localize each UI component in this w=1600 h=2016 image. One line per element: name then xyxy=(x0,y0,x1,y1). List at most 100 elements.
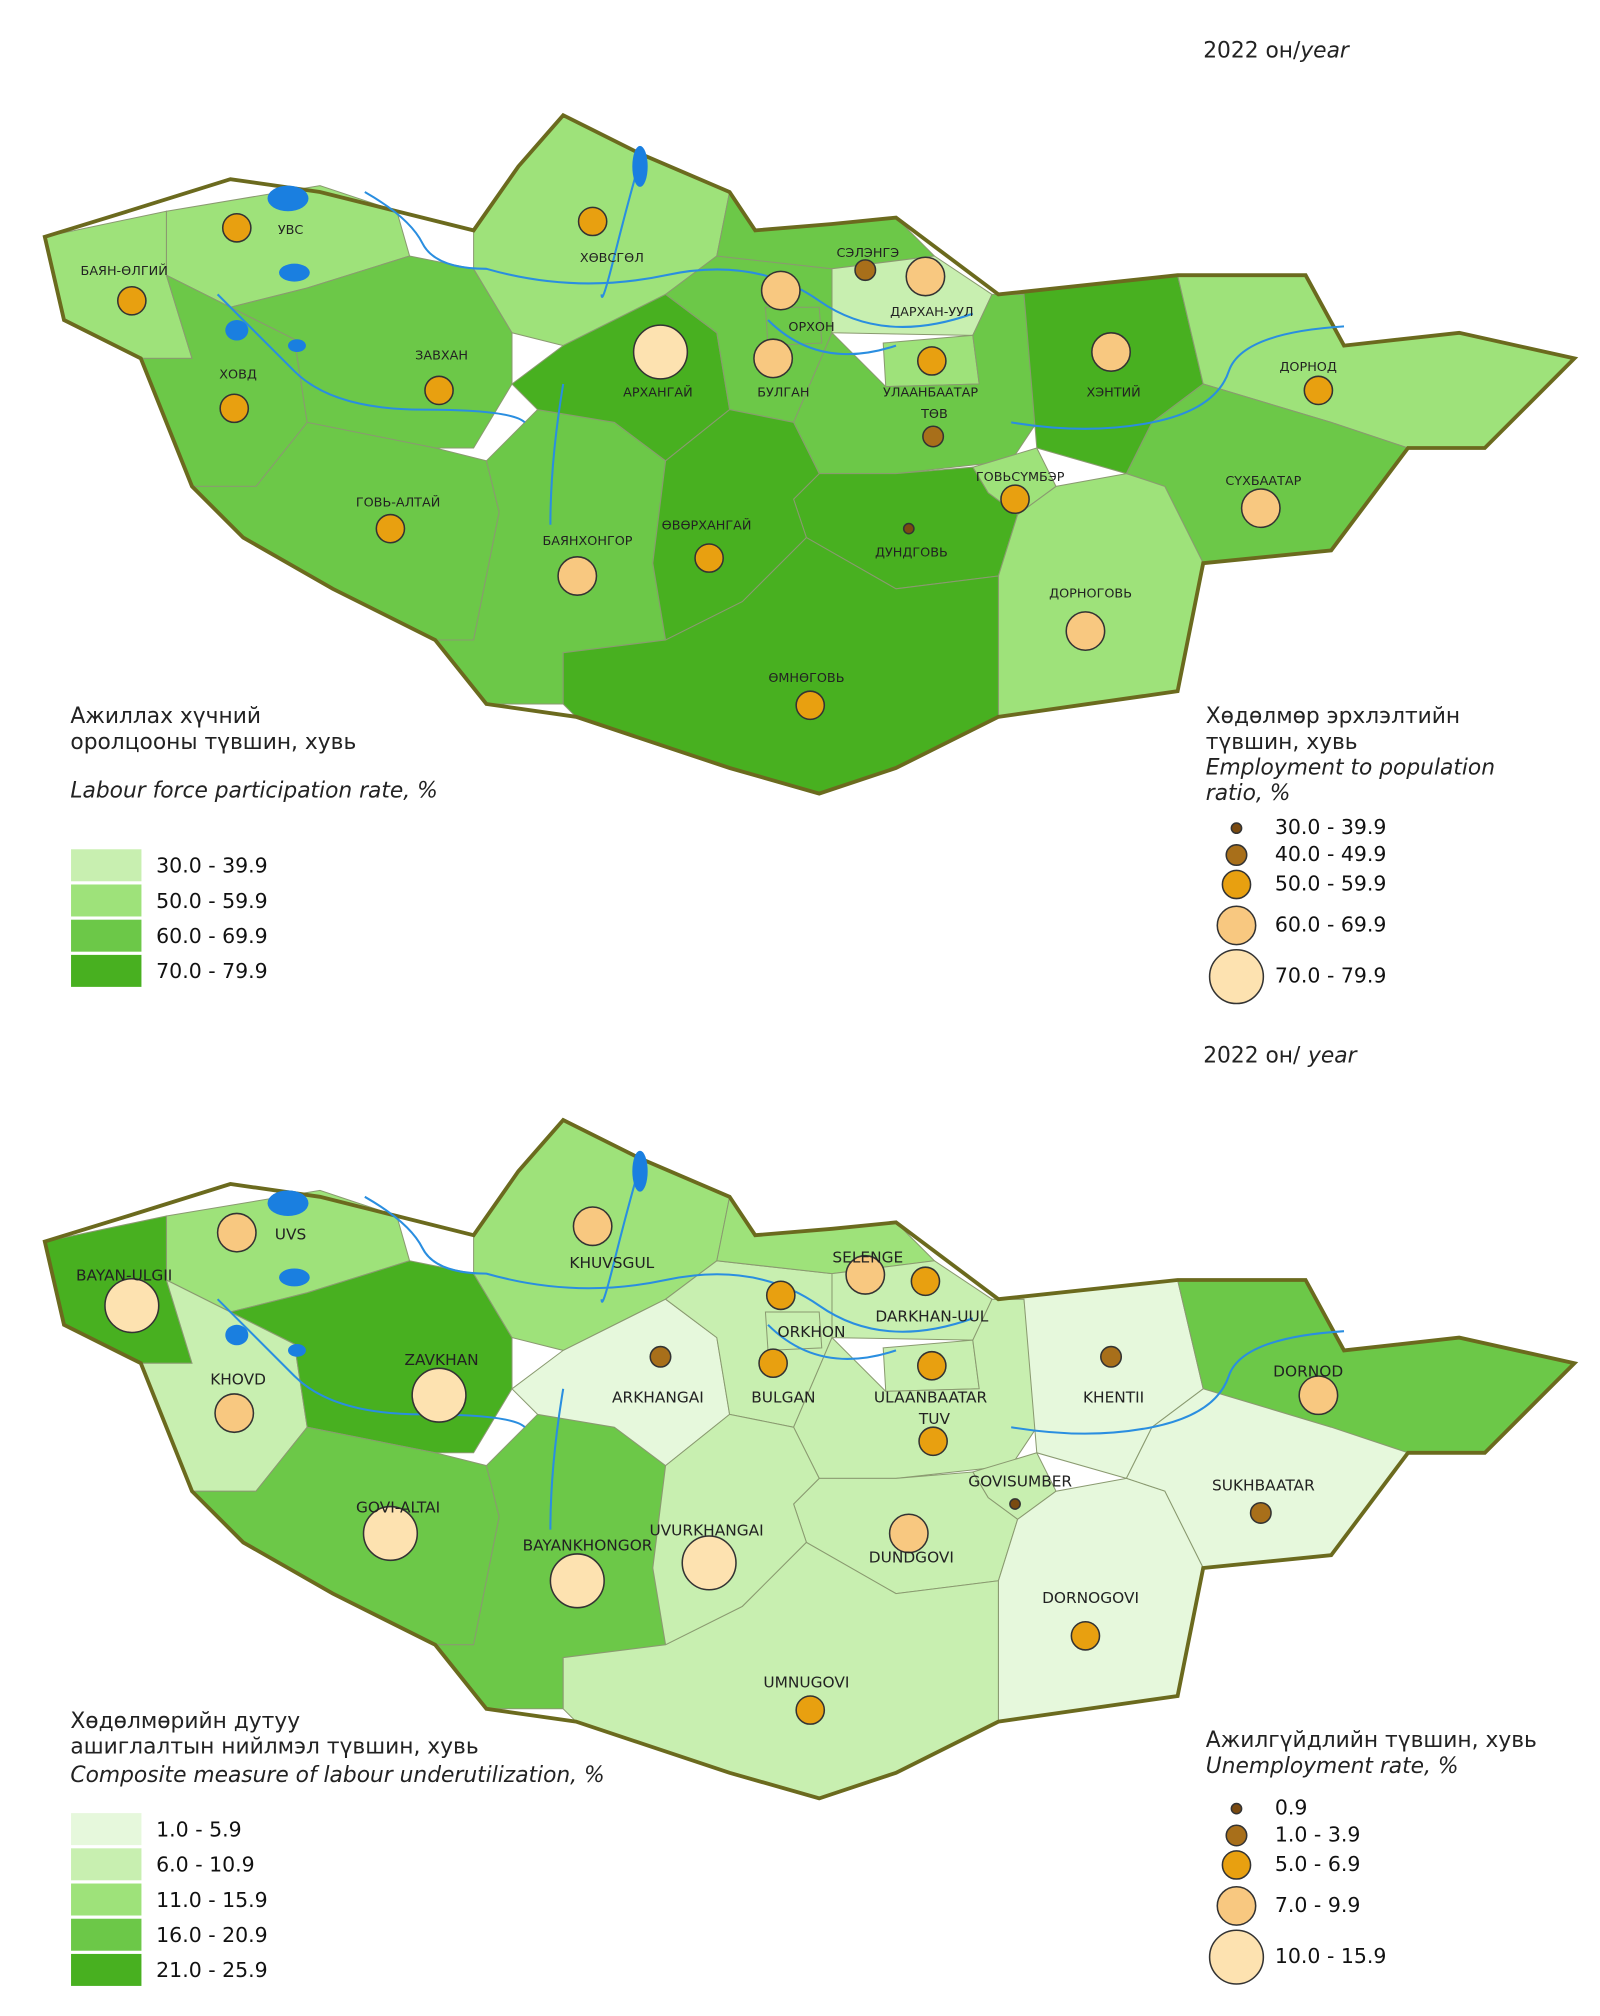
region-label: БУЛГАН xyxy=(757,385,809,400)
lake xyxy=(288,1344,306,1357)
legend-label: 1.0 - 5.9 xyxy=(156,1817,242,1841)
river xyxy=(216,293,526,424)
river xyxy=(767,1324,897,1360)
region-label: ARKHANGAI xyxy=(612,1388,704,1406)
lake xyxy=(632,145,648,187)
bubble xyxy=(577,206,608,237)
year: 2022 он/ xyxy=(1203,1043,1301,1068)
region-label: UVS xyxy=(275,1226,307,1244)
legend-swatch xyxy=(69,1882,143,1917)
legend-label: 6.0 - 10.9 xyxy=(156,1853,255,1877)
legend-label: 21.0 - 25.9 xyxy=(156,1958,268,1982)
bubble xyxy=(632,324,689,380)
bubble xyxy=(1303,375,1334,406)
border xyxy=(42,112,1579,796)
bubble xyxy=(557,556,598,596)
legend-swatch xyxy=(69,918,143,953)
legend-bubble xyxy=(1230,1802,1243,1815)
region-label: БАЯНХОНГОР xyxy=(543,534,633,549)
map: 2022 он/year UVS BAYAN-ULGII KHOVD ZAVKHAN KH… xyxy=(42,1043,1579,1988)
region-label: ULAANBAATAR xyxy=(874,1388,988,1406)
region-label: ЗАВХАН xyxy=(415,348,468,363)
legend-swatch xyxy=(69,1811,143,1847)
region-label: ОРХОН xyxy=(788,320,834,335)
bubble xyxy=(922,425,945,448)
legend-subtitle: Unemployment rate, % xyxy=(1206,1754,1459,1779)
region-label: ZAVKHAN xyxy=(405,1351,479,1369)
region-label: GOVI-ALTAI xyxy=(356,1498,440,1516)
bubble xyxy=(572,1206,613,1247)
region-label: СҮХБААТАР xyxy=(1225,474,1301,489)
legend-label: 16.0 - 20.9 xyxy=(156,1923,268,1947)
legend-title: түвшин, хувь xyxy=(1206,730,1358,755)
legend-swatch xyxy=(69,847,143,883)
legend-label: 70.0 - 79.9 xyxy=(1275,964,1387,988)
region-label: KHUVSGUL xyxy=(569,1254,654,1272)
region-label: УЛААНБААТАР xyxy=(883,385,978,400)
region-label: ГОВЬСҮМБЭР xyxy=(976,470,1065,485)
region-label: DUNDGOVI xyxy=(869,1548,954,1566)
region-label: ХОВД xyxy=(219,368,257,383)
region-label: GOVISUMBER xyxy=(968,1473,1072,1491)
region-label: BAYANKHONGOR xyxy=(523,1537,653,1555)
lake xyxy=(279,263,310,282)
region-label: ГОВЬ-АЛТАЙ xyxy=(356,495,440,511)
bubble xyxy=(1240,488,1281,529)
legend-label: 5.0 - 6.9 xyxy=(1275,1852,1361,1876)
region-label: TUV xyxy=(918,1410,951,1428)
lake xyxy=(267,1190,309,1216)
bubble xyxy=(1065,611,1106,652)
legend-label: 0.9 xyxy=(1275,1796,1308,1820)
year: 2022 он/ xyxy=(1203,39,1301,64)
region-label: UMNUGOVI xyxy=(763,1674,849,1692)
region-label: DARKHAN-UUL xyxy=(875,1308,988,1326)
legend-title: Хөдөлмөр эрхлэлтийн xyxy=(1206,704,1460,729)
legend-bubble xyxy=(1216,905,1257,946)
bubble xyxy=(1070,1620,1101,1651)
border xyxy=(42,1117,1579,1801)
bubble xyxy=(845,1254,886,1295)
region-label: KHENTII xyxy=(1083,1388,1144,1406)
bubble xyxy=(219,393,250,424)
maps: 2022 он/year УВС БАЯН-ӨЛГИЙ ХОВД ЗАВХАН ХӨВСГ… xyxy=(42,39,1579,1988)
bubble xyxy=(375,513,406,544)
region-label: СЭЛЭНГЭ xyxy=(836,246,899,261)
region-label: ӨВӨРХАНГАЙ xyxy=(662,518,752,534)
bubble xyxy=(795,1695,826,1725)
region-label: ДОРНОГОВЬ xyxy=(1049,586,1132,601)
bubble xyxy=(765,1280,796,1311)
bubble xyxy=(753,338,794,379)
legend-bubble xyxy=(1230,822,1243,835)
legend-label: 70.0 - 79.9 xyxy=(156,959,268,983)
region-label: ORKHON xyxy=(778,1323,846,1341)
legend-label: 10.0 - 15.9 xyxy=(1275,1944,1387,1968)
legend-swatch xyxy=(69,883,143,918)
river xyxy=(1011,1330,1345,1435)
legend-label: 50.0 - 59.9 xyxy=(156,889,268,913)
legend-bubble xyxy=(1216,1885,1257,1926)
region-label: DORNOD xyxy=(1273,1363,1343,1381)
bubble xyxy=(918,1426,948,1457)
river xyxy=(549,383,565,525)
region-label: DORNOGOVI xyxy=(1042,1589,1139,1607)
lake xyxy=(288,339,306,352)
bubble xyxy=(1009,1498,1021,1510)
bubble xyxy=(795,690,826,721)
bubble xyxy=(1091,332,1132,372)
river xyxy=(600,1164,641,1303)
region xyxy=(652,1413,820,1646)
region xyxy=(652,409,820,641)
bubble xyxy=(854,259,877,282)
region-label: ӨМНӨГОВЬ xyxy=(768,671,844,686)
legend-subtitle: Composite measure of labour underutiliza… xyxy=(70,1763,604,1788)
bubble xyxy=(888,1513,929,1554)
year-label: 2022 он/year xyxy=(1203,1043,1358,1068)
bubble xyxy=(902,522,915,535)
bubble xyxy=(104,1277,160,1334)
region-label: ДОРНОД xyxy=(1279,360,1336,375)
legend-label: 50.0 - 59.9 xyxy=(1275,871,1387,895)
region-label: BULGAN xyxy=(751,1388,815,1406)
legend-title: Ажиллах хүчний xyxy=(70,704,261,729)
bubble xyxy=(1249,1501,1272,1524)
